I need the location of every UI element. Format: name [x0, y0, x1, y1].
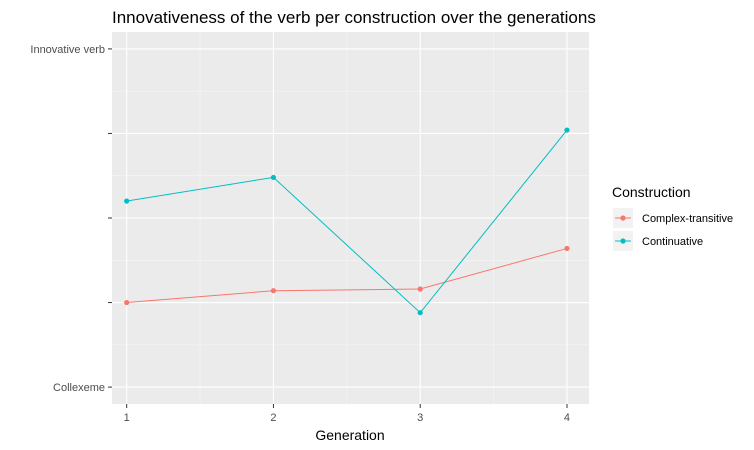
- series-line: [126, 247, 568, 304]
- legend-label: Complex-transitive: [642, 213, 733, 225]
- x-axis-title: Generation: [315, 427, 384, 443]
- legend-key-point: [620, 215, 626, 221]
- x-tick-label: 2: [270, 412, 276, 424]
- x-axis: 1 2 3 4: [124, 404, 570, 424]
- x-tick-label: 3: [417, 412, 423, 424]
- data-point: [270, 174, 277, 181]
- x-tick-label: 1: [124, 412, 130, 424]
- legend-item: Complex-transitive: [613, 208, 733, 228]
- legend-items: Complex-transitive Continuative: [613, 208, 733, 251]
- series-line: [126, 129, 568, 314]
- data-point: [564, 127, 570, 133]
- y-tick-label: Collexeme: [53, 382, 105, 394]
- legend-item: Continuative: [613, 231, 703, 251]
- legend-label: Continuative: [642, 236, 703, 248]
- series-continuative: [124, 127, 570, 316]
- data-point: [124, 299, 130, 306]
- y-axis: Collexeme Innovative verb: [30, 44, 112, 394]
- legend-title: Construction: [612, 184, 691, 200]
- series-layer: [124, 127, 570, 316]
- data-point: [417, 310, 423, 316]
- x-tick-label: 4: [564, 412, 570, 424]
- data-point: [417, 286, 423, 292]
- series-complex-transitive: [124, 245, 570, 306]
- major-grid: [112, 32, 589, 404]
- data-point: [124, 198, 130, 204]
- chart-title: Innovativeness of the verb per construct…: [112, 8, 596, 27]
- legend-key-point: [620, 238, 626, 244]
- data-point: [564, 245, 570, 252]
- data-point: [270, 288, 277, 294]
- y-tick-label: Innovative verb: [30, 44, 105, 56]
- legend: Construction Complex-transitive Continuat…: [612, 184, 733, 251]
